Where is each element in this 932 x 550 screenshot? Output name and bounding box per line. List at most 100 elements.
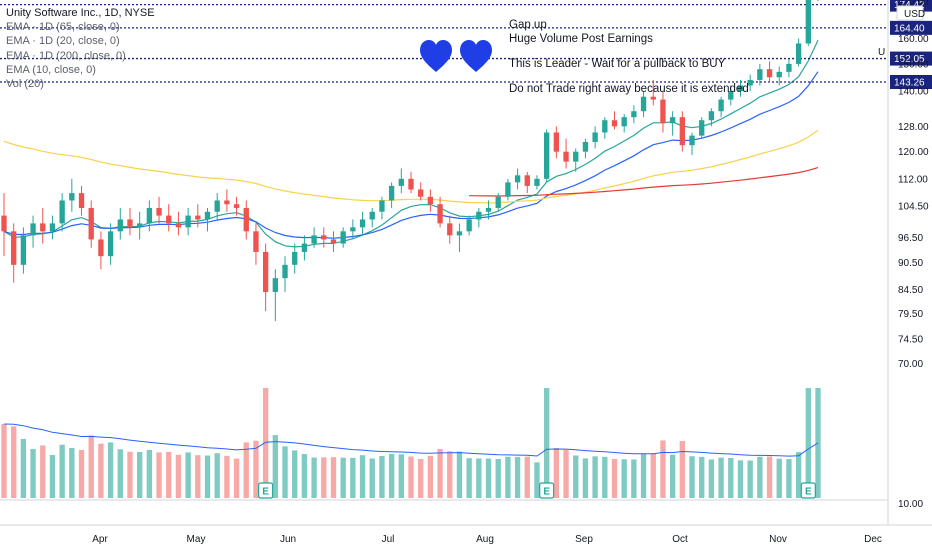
candle-body — [621, 117, 627, 127]
volume-ma-line — [3, 423, 819, 457]
candle-body — [689, 135, 695, 146]
chart-legend: Unity Software Inc., 1D, NYSE EMA · 1D (… — [6, 6, 155, 91]
hearts — [420, 40, 500, 81]
month-tick-label: Apr — [92, 534, 108, 545]
price-tick-label: 104.50 — [898, 202, 929, 213]
volume-bar — [476, 458, 482, 498]
volume-bar — [495, 458, 501, 498]
volume-bar — [795, 452, 802, 498]
volume-bar — [776, 458, 782, 498]
volume-bar — [214, 453, 220, 498]
candle-body — [359, 219, 366, 228]
volume-bar — [534, 462, 540, 498]
candle-body — [117, 219, 123, 232]
volume-bar — [650, 453, 656, 498]
volume-bar — [737, 460, 744, 498]
candle-body — [127, 219, 133, 228]
candle-body — [505, 182, 511, 197]
candle-body — [602, 120, 608, 133]
candle-body — [795, 43, 802, 64]
candle-body — [69, 193, 75, 201]
volume-bar — [272, 435, 278, 498]
candle-body — [195, 215, 201, 220]
candle-body — [485, 207, 492, 212]
earnings-icon[interactable] — [258, 482, 274, 499]
price-axis[interactable]: 270.00200.00180.00160.00150.00140.00128.… — [878, 0, 929, 510]
candle-body — [88, 207, 94, 240]
volume-bar — [679, 441, 685, 498]
candle-body — [107, 231, 114, 257]
ema65-line — [3, 129, 819, 204]
volume-bar — [59, 444, 65, 498]
candle-body — [233, 204, 240, 208]
currency-badge — [896, 5, 924, 21]
volume-bar — [388, 453, 395, 498]
candle-body — [253, 231, 259, 252]
volume-bar — [69, 448, 75, 498]
volume-bar — [466, 458, 472, 498]
volume-bar — [146, 449, 153, 498]
volume-bar — [786, 459, 792, 498]
candle-body — [544, 132, 550, 179]
volume-bar — [11, 426, 17, 498]
legend-volume: Vol (20) — [6, 78, 44, 91]
volume-bar — [379, 456, 385, 498]
month-tick-label: Nov — [769, 534, 787, 545]
volume-bar — [359, 455, 366, 498]
level-price-label: 143.26 — [894, 77, 925, 88]
ema200-line — [469, 167, 819, 197]
volume-bar — [127, 451, 133, 498]
earnings-icon[interactable] — [539, 482, 555, 499]
candle-body — [437, 204, 443, 224]
volume-bar — [185, 452, 191, 498]
candle-body — [185, 215, 191, 228]
candle-body — [466, 219, 472, 232]
candle-body — [243, 207, 249, 232]
candle-body — [1, 215, 7, 232]
candle-body — [573, 151, 579, 162]
volume-bar — [669, 454, 676, 498]
candle-body — [350, 227, 356, 232]
level-price-label: 164.40 — [894, 23, 925, 34]
legend-ema200: EMA · 1D (200, close, 0) — [6, 49, 126, 62]
candle-body — [262, 251, 269, 292]
candle-body — [330, 239, 337, 244]
candle-body — [301, 243, 308, 252]
time-axis[interactable]: Apr May Jun Jul Aug Sep Oct Nov Dec — [92, 534, 882, 545]
candle-body — [699, 120, 705, 136]
annotation-notes: Gap up Huge Volume Post Earnings This is… — [509, 18, 749, 96]
candle-body — [398, 178, 404, 186]
candle-body — [59, 200, 65, 224]
candle-body — [272, 278, 278, 292]
volume-bar — [30, 449, 36, 498]
candle-body — [757, 69, 763, 80]
volume-bar — [49, 455, 56, 498]
price-tick-label: 96.50 — [898, 233, 923, 244]
volume-bar — [728, 458, 734, 498]
volume-bar — [1, 424, 7, 498]
volume-bar — [631, 459, 637, 498]
earnings-icon[interactable] — [800, 482, 816, 499]
volume-bar — [640, 453, 647, 498]
candle-body — [514, 175, 521, 183]
candle-body — [592, 132, 598, 142]
candle-body — [766, 69, 773, 78]
volume-bar — [137, 452, 143, 498]
price-tick-label: 79.50 — [898, 309, 923, 320]
candle-body — [311, 235, 317, 244]
candlesticks — [1, 0, 819, 322]
candle-body — [146, 207, 153, 224]
price-tick-label: 128.00 — [898, 122, 929, 133]
candle-body — [650, 96, 656, 100]
candle-body — [214, 200, 220, 212]
price-tick-label: 270.00 — [898, 0, 929, 8]
candle-body — [321, 235, 327, 240]
volume-bar — [505, 456, 511, 498]
volume-bar — [282, 446, 288, 498]
candle-body — [805, 0, 811, 44]
volume-bar — [437, 449, 443, 498]
volume-bar — [553, 448, 560, 498]
legend-title: Unity Software Inc., 1D, NYSE — [6, 7, 155, 19]
